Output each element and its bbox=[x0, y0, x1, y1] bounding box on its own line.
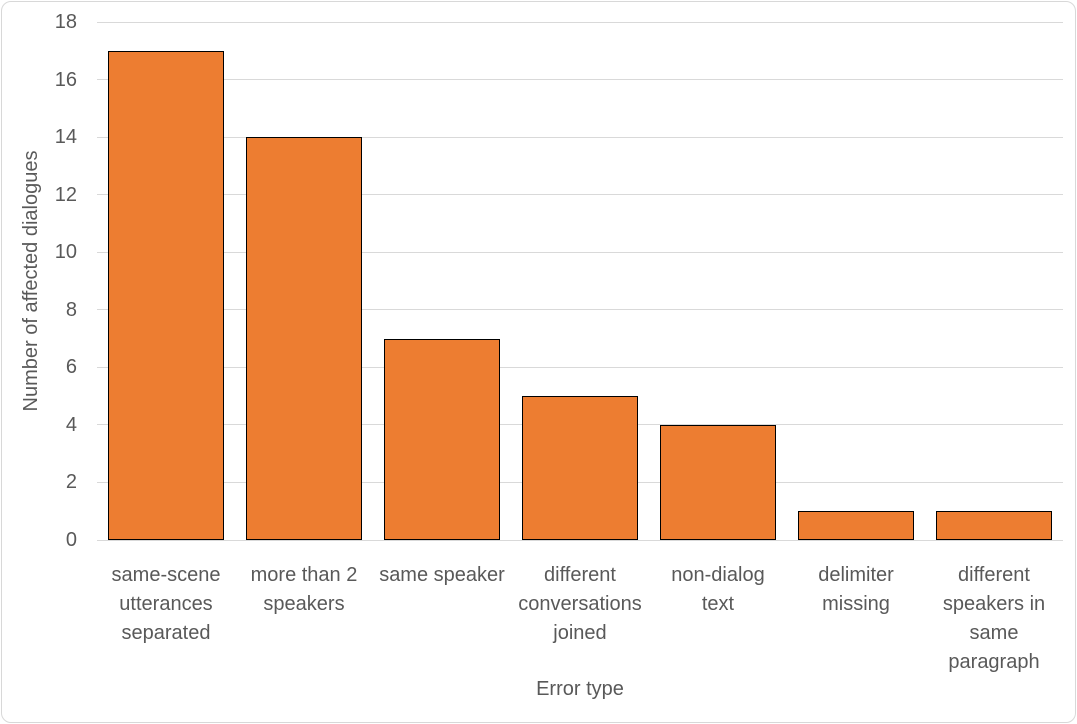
bar-2 bbox=[384, 338, 500, 540]
x-category-label-4: non-dialog text bbox=[671, 564, 765, 615]
bar-0 bbox=[108, 50, 224, 540]
y-tick-label-12: 12 bbox=[54, 183, 77, 206]
gridline-y-0 bbox=[97, 539, 1063, 541]
bar-3 bbox=[522, 396, 638, 540]
gridline-y-16 bbox=[97, 79, 1063, 81]
gridline-y-12 bbox=[97, 194, 1063, 196]
x-category-label-0: same-scene utterances separated bbox=[111, 564, 221, 644]
bar-1 bbox=[246, 137, 362, 540]
gridline-y-18 bbox=[97, 21, 1063, 23]
gridline-y-14 bbox=[97, 136, 1063, 138]
gridline-y-10 bbox=[97, 251, 1063, 253]
gridline-y-6 bbox=[97, 366, 1063, 368]
x-category-label-6: different speakers in same paragraph bbox=[942, 564, 1046, 673]
x-category-label-3: different conversations joined bbox=[518, 564, 642, 644]
y-tick-label-14: 14 bbox=[54, 126, 77, 149]
gridline-y-8 bbox=[97, 309, 1063, 311]
bar-6 bbox=[936, 511, 1052, 540]
x-axis-title: Error type bbox=[536, 678, 624, 700]
y-tick-label-16: 16 bbox=[54, 68, 77, 91]
x-category-label-5: delimiter missing bbox=[818, 564, 894, 615]
x-category-label-2: same speaker bbox=[379, 564, 505, 586]
y-tick-label-8: 8 bbox=[65, 298, 77, 321]
y-tick-label-4: 4 bbox=[65, 413, 77, 436]
y-tick-label-6: 6 bbox=[65, 356, 77, 379]
x-category-label-1: more than 2 speakers bbox=[250, 564, 358, 615]
bar-4 bbox=[660, 424, 776, 540]
y-tick-label-2: 2 bbox=[65, 471, 77, 494]
y-tick-label-18: 18 bbox=[54, 11, 77, 33]
y-tick-label-0: 0 bbox=[65, 529, 77, 551]
bar-5 bbox=[798, 511, 914, 540]
y-tick-label-10: 10 bbox=[54, 241, 77, 264]
